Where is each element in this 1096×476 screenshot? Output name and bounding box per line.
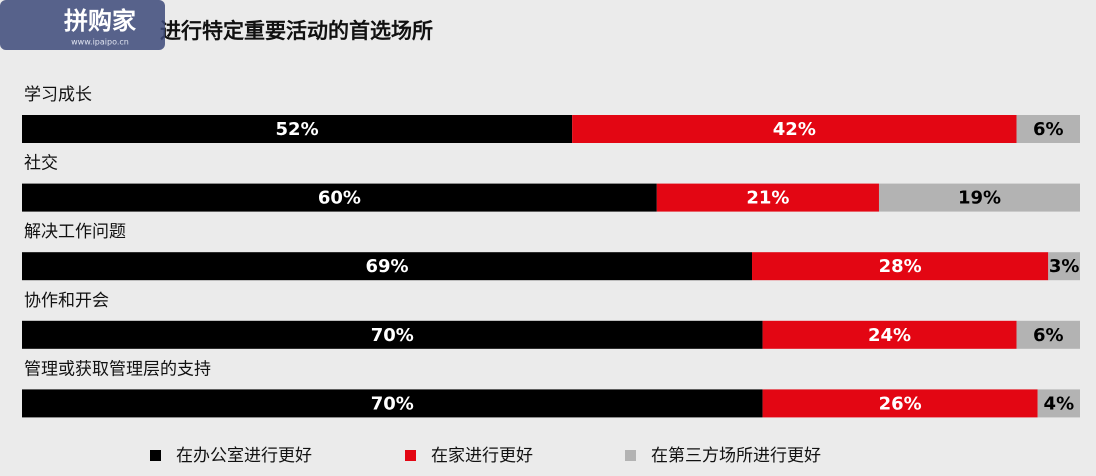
bar-segment	[572, 115, 1017, 143]
value-label: 69%	[365, 256, 408, 277]
value-label: 19%	[958, 188, 1001, 209]
bar-segment	[752, 252, 1049, 281]
bar-segment	[1048, 252, 1080, 281]
value-label: 6%	[1033, 325, 1064, 346]
watermark-url: www.ipaipo.cn	[71, 38, 129, 47]
legend-label: 在家进行更好	[431, 446, 533, 466]
bar-segment	[762, 320, 1017, 349]
bar-segment	[22, 115, 573, 143]
category-label: 管理或获取管理层的支持	[24, 359, 211, 379]
value-label: 60%	[318, 188, 361, 209]
category-label: 社交	[24, 154, 58, 174]
category-label: 学习成长	[24, 85, 92, 105]
value-label: 28%	[879, 256, 922, 277]
legend-label: 在第三方场所进行更好	[651, 446, 821, 466]
legend-swatch	[405, 450, 416, 461]
watermark-box	[0, 0, 165, 50]
bar-segment	[22, 320, 763, 349]
value-label: 6%	[1033, 119, 1064, 140]
bar-segment	[1016, 115, 1080, 143]
value-label: 3%	[1049, 256, 1080, 277]
bar-segment	[22, 183, 657, 212]
value-label: 24%	[868, 325, 911, 346]
watermark: 拼购家	[64, 7, 136, 35]
value-label: 52%	[276, 119, 319, 140]
bar-segment	[656, 183, 879, 212]
bar-segment	[22, 389, 763, 418]
value-label: 4%	[1044, 393, 1075, 414]
legend-swatch	[150, 450, 161, 461]
value-label: 70%	[371, 393, 414, 414]
category-label: 协作和开会	[24, 291, 109, 311]
value-label: 21%	[746, 188, 789, 209]
legend-swatch	[625, 450, 636, 461]
value-label: 26%	[879, 393, 922, 414]
value-label: 42%	[773, 119, 816, 140]
chart-title: 进行特定重要活动的首选场所	[160, 19, 433, 43]
bar-segment	[878, 183, 1080, 212]
bar-segment	[1016, 320, 1080, 349]
value-label: 70%	[371, 325, 414, 346]
bar-segment	[22, 252, 753, 281]
bar-segment	[762, 389, 1038, 418]
bar-segment	[1037, 389, 1080, 418]
category-label: 解决工作问题	[24, 222, 126, 242]
legend-label: 在办公室进行更好	[176, 446, 312, 466]
